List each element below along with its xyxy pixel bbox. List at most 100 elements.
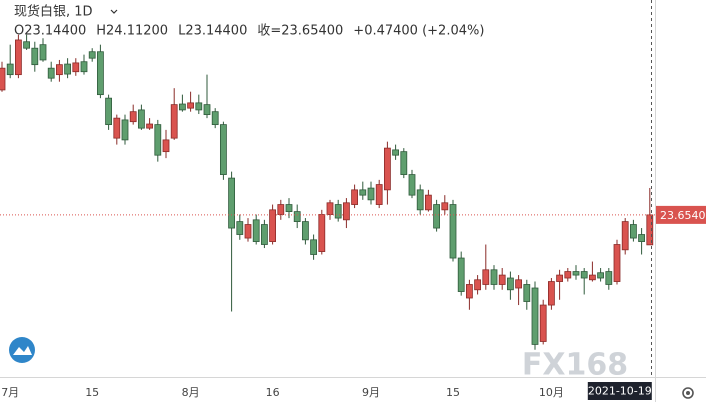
candle-body	[293, 211, 301, 222]
ohlc-value: 收=23.65400	[257, 24, 343, 39]
candle-body	[523, 284, 531, 302]
title-chevron[interactable]	[110, 9, 118, 14]
ohlc-header: O23.14400 H24.11200 L23.14400 收=23.65400 +0.…	[14, 24, 484, 39]
gear[interactable]	[682, 387, 694, 399]
candle-body	[88, 51, 96, 59]
x-tick-label: 10月	[539, 386, 564, 399]
candle-body	[375, 184, 383, 205]
candle-body	[129, 111, 137, 123]
x-tick-label: 7月	[1, 386, 19, 399]
candle-body	[137, 109, 145, 129]
candle-body	[252, 219, 260, 242]
candle-body	[178, 103, 186, 111]
candle-body	[47, 67, 55, 79]
candle-body	[334, 204, 342, 219]
candle-body	[351, 189, 359, 205]
candle-body	[187, 102, 195, 109]
candle-body	[367, 187, 375, 201]
ohlc-value: L23.14400	[178, 24, 247, 39]
candle-body	[441, 202, 449, 211]
candle-body	[14, 39, 22, 76]
candle-body	[613, 244, 621, 282]
candle-body	[236, 221, 244, 235]
candle-body	[400, 151, 408, 175]
candle-body	[211, 111, 219, 126]
candle-body	[56, 64, 63, 76]
ohlc-value: H24.11200	[96, 24, 168, 39]
candle-body	[498, 274, 506, 285]
candle-body	[515, 279, 522, 289]
logo-mark	[13, 346, 32, 355]
logo	[9, 337, 35, 363]
candle-body	[113, 117, 121, 139]
candle-body	[457, 257, 465, 292]
candle-body	[105, 97, 112, 126]
x-tick-label: 8月	[182, 386, 200, 399]
candle-body	[392, 149, 400, 156]
candle-body	[638, 234, 645, 242]
candle-body	[146, 123, 154, 129]
candle-body	[359, 189, 367, 196]
candles	[0, 34, 654, 350]
candle-body	[630, 224, 637, 239]
candle-body	[97, 51, 104, 96]
candle-body	[310, 239, 318, 255]
candle-body	[589, 274, 596, 281]
candle-body	[474, 279, 482, 291]
candle-body	[408, 174, 416, 196]
candle-body	[424, 194, 432, 211]
candle-body	[277, 204, 285, 215]
ohlc-value: +0.47400 (+2.04%)	[353, 24, 484, 39]
candle-body	[646, 214, 654, 246]
candle-body	[244, 224, 252, 239]
x-tick-label: 16	[266, 386, 280, 399]
ohlc-value: O23.14400	[14, 24, 86, 39]
gear-center	[686, 391, 690, 395]
candle-body	[482, 269, 490, 285]
candle-body	[621, 221, 629, 251]
candle-body	[23, 41, 31, 49]
candle-body	[556, 274, 563, 282]
candle-body	[490, 269, 498, 285]
candle-body	[326, 202, 334, 215]
candle-body	[301, 221, 309, 241]
candle-body	[195, 102, 203, 111]
candle-body	[449, 204, 457, 259]
candle-body	[564, 271, 572, 279]
candle-body	[572, 271, 580, 276]
candle-body	[6, 63, 14, 76]
candle-body	[597, 272, 604, 279]
candle-body	[260, 224, 268, 245]
settings-icon[interactable]	[682, 387, 694, 399]
candle-body	[228, 177, 236, 229]
x-tick-label: 2021-10-19	[588, 385, 652, 398]
candle-body	[433, 204, 441, 229]
candle-body	[506, 277, 514, 291]
candle-body	[203, 104, 211, 116]
chart-title: 现货白银, 1D	[14, 4, 93, 20]
candle-body	[80, 61, 88, 73]
candle-body	[318, 214, 326, 252]
candle-body	[285, 204, 293, 212]
x-tick-label: 15	[446, 386, 460, 399]
x-tick-label: 9月	[362, 386, 380, 399]
candle-body	[383, 147, 391, 191]
candle-body	[64, 63, 71, 75]
candle-body	[342, 202, 350, 221]
crosshair-date-box	[587, 382, 652, 400]
candle-body	[539, 304, 547, 342]
watermark: FX168	[522, 348, 628, 383]
candle-body	[531, 287, 539, 345]
candle-body	[548, 281, 555, 306]
candle-body	[605, 271, 613, 285]
candle-body	[219, 124, 227, 175]
candle-body	[162, 139, 170, 153]
candle-body	[170, 104, 178, 139]
last-price-box	[656, 205, 706, 224]
candle-body	[31, 47, 39, 66]
candle-body	[580, 271, 588, 279]
candle-body	[154, 124, 162, 156]
candle-body	[0, 67, 6, 91]
